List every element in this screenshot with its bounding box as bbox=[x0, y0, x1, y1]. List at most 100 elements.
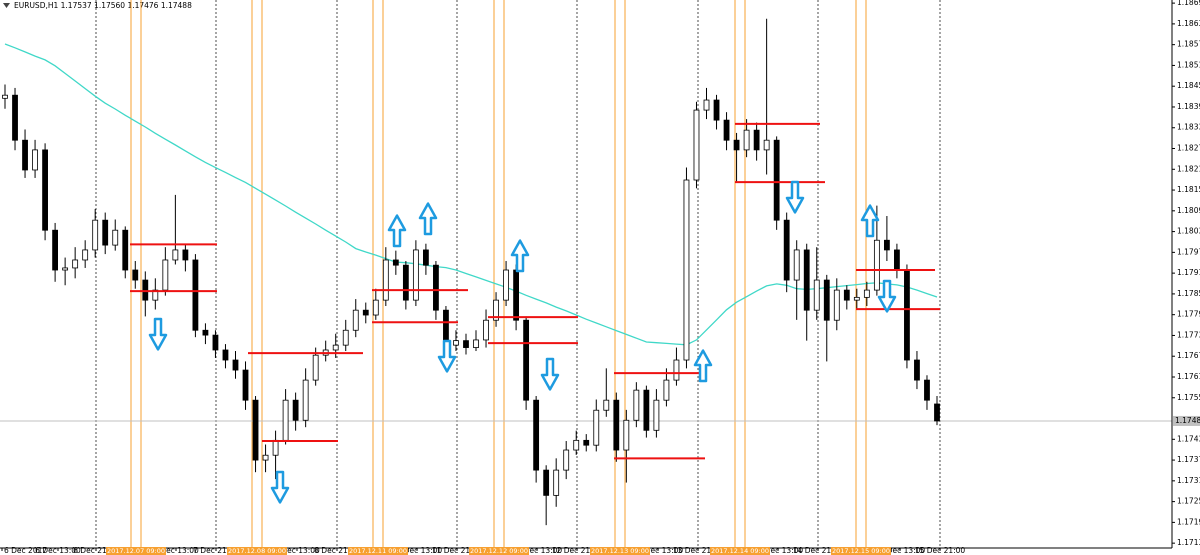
candle-body bbox=[412, 249, 419, 301]
candle-body bbox=[292, 399, 299, 421]
signal-arrow bbox=[877, 279, 897, 313]
session-label: 2017.12.15 09:00 bbox=[832, 547, 890, 555]
y-tick-label: 1.18335 bbox=[1177, 123, 1200, 132]
y-tick-label: 1.18215 bbox=[1177, 164, 1200, 173]
candle-body bbox=[473, 339, 479, 348]
signal-arrow bbox=[510, 239, 530, 273]
signal-arrow bbox=[693, 349, 713, 383]
candle-body bbox=[202, 329, 209, 336]
y-tick-label: 1.18035 bbox=[1177, 227, 1200, 236]
candle-body bbox=[42, 149, 48, 231]
session-label-box bbox=[227, 547, 287, 555]
x-tick-label: 12 Dec 21:00 bbox=[552, 546, 603, 555]
y-tick-label: 1.18515 bbox=[1177, 60, 1200, 69]
candle-body bbox=[192, 259, 199, 331]
signal-arrow bbox=[148, 317, 168, 351]
signal-arrow bbox=[270, 470, 290, 504]
signal-arrow bbox=[785, 180, 805, 214]
candle-body bbox=[924, 379, 930, 401]
signal-arrow bbox=[387, 214, 407, 248]
candle-body bbox=[12, 94, 18, 141]
candle-body bbox=[523, 319, 530, 401]
x-tick-label: 7 Dec 13:00 bbox=[153, 546, 199, 555]
candle-body bbox=[342, 329, 349, 346]
session-label: 2017.12.13 09:00 bbox=[591, 547, 649, 555]
current-price-label: 1.17488 bbox=[1175, 416, 1200, 425]
y-tick-label: 1.18395 bbox=[1177, 102, 1200, 111]
candle-body bbox=[172, 249, 179, 261]
candle-body bbox=[82, 249, 89, 261]
y-tick-label: 1.17375 bbox=[1177, 455, 1200, 464]
symbol-marker bbox=[3, 3, 10, 8]
y-tick-label: 1.18635 bbox=[1177, 19, 1200, 28]
y-tick-label: 1.17435 bbox=[1177, 434, 1200, 443]
candle-body bbox=[302, 379, 309, 421]
candle-body bbox=[693, 109, 700, 181]
candle-body bbox=[894, 249, 900, 271]
candle-body bbox=[212, 334, 219, 351]
candle-body bbox=[553, 469, 560, 496]
candle-body bbox=[713, 99, 720, 121]
candle-body bbox=[853, 296, 860, 301]
candle-body bbox=[72, 259, 79, 269]
candle-body bbox=[232, 359, 239, 371]
candle-body bbox=[152, 289, 159, 301]
session-label: 2017.12.12 09:00 bbox=[470, 547, 528, 555]
candle-body bbox=[723, 119, 730, 141]
candle-body bbox=[483, 319, 489, 341]
candle-body bbox=[222, 349, 229, 361]
signal-arrow bbox=[437, 339, 457, 373]
session-label: 2017.12.07 09:00 bbox=[107, 547, 165, 555]
candle-body bbox=[533, 399, 540, 471]
session-label: 2017.12.11 09:00 bbox=[349, 547, 407, 555]
y-tick-label: 1.18455 bbox=[1177, 81, 1200, 90]
x-tick-label: 14 Dec 13:00 bbox=[753, 546, 804, 555]
candle-body bbox=[312, 354, 319, 381]
candle-body bbox=[493, 299, 499, 321]
signal-arrow bbox=[860, 204, 880, 238]
candle-body bbox=[503, 269, 509, 301]
session-label: 2017.12.14 09:00 bbox=[711, 547, 769, 555]
y-tick-label: 1.17135 bbox=[1177, 538, 1200, 547]
x-tick-label: 6 Dec 21:00 bbox=[73, 546, 119, 555]
candle-body bbox=[914, 359, 920, 381]
x-tick-label: 8 Dec 21:00 bbox=[314, 546, 360, 555]
candle-body bbox=[2, 94, 8, 99]
x-tick-label: 11 Dec 21:00 bbox=[432, 546, 483, 555]
session-label-box bbox=[348, 547, 408, 555]
candle-body bbox=[162, 259, 169, 291]
candle-body bbox=[733, 139, 740, 151]
x-tick-label: 6 Dec 13:00 bbox=[35, 546, 81, 555]
signal-arrow bbox=[540, 357, 560, 391]
y-tick-label: 1.17915 bbox=[1177, 268, 1200, 277]
candle-body bbox=[663, 379, 670, 401]
candle-body bbox=[182, 249, 189, 261]
chart-title: EURUSD,H1 1.17537 1.17560 1.17476 1.1748… bbox=[14, 1, 192, 10]
candle-body bbox=[463, 340, 469, 348]
candle-body bbox=[122, 229, 129, 271]
y-tick-label: 1.18575 bbox=[1177, 40, 1200, 49]
x-tick-label: 11 Dec 13:00 bbox=[392, 546, 443, 555]
candle-body bbox=[132, 269, 139, 281]
candle-body bbox=[883, 239, 890, 251]
candle-body bbox=[683, 179, 690, 361]
candle-body bbox=[873, 239, 880, 291]
candle-body bbox=[573, 439, 580, 451]
x-tick-label: 15 Dec 13:00 bbox=[875, 546, 926, 555]
y-tick-label: 1.18095 bbox=[1177, 206, 1200, 215]
candle-body bbox=[904, 269, 910, 361]
candle-body bbox=[252, 399, 259, 461]
session-label-box bbox=[831, 547, 891, 555]
y-tick-label: 1.18695 bbox=[1177, 0, 1200, 7]
candle-body bbox=[362, 309, 369, 316]
candle-body bbox=[833, 289, 840, 321]
candle-body bbox=[593, 409, 600, 446]
candle-body bbox=[823, 279, 830, 321]
y-tick-label: 1.17615 bbox=[1177, 372, 1200, 381]
session-label: 2017.12.08 09:00 bbox=[228, 547, 286, 555]
session-label-box bbox=[590, 547, 650, 555]
session-label-box bbox=[469, 547, 529, 555]
y-tick-label: 1.17795 bbox=[1177, 310, 1200, 319]
candle-body bbox=[112, 229, 119, 246]
